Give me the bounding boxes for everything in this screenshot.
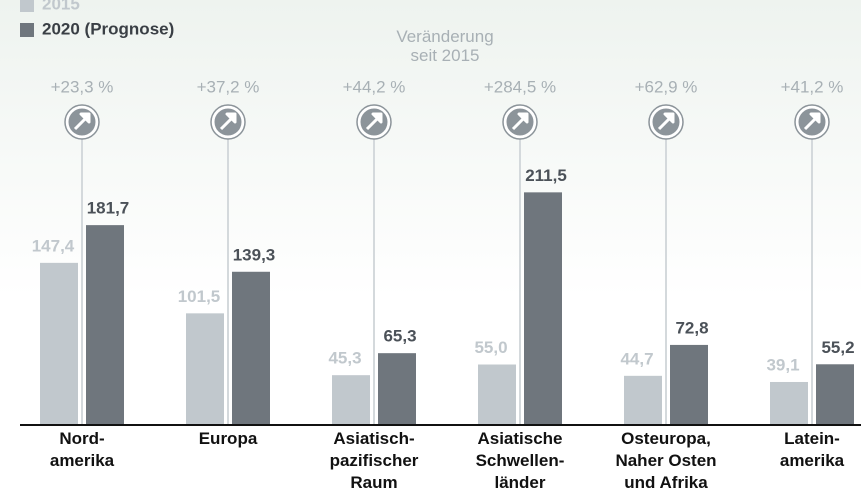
arrow-icon-ring — [794, 104, 830, 140]
legend-label: 2020 (Prognose) — [42, 19, 174, 38]
bar — [186, 313, 224, 425]
value-label: 44,7 — [620, 349, 653, 368]
bar — [816, 364, 854, 425]
change-label: +62,9 % — [635, 77, 698, 96]
arrow-icon-ring — [648, 104, 684, 140]
bar — [378, 353, 416, 425]
arrow — [365, 112, 383, 131]
value-label: 147,4 — [32, 236, 75, 255]
change-label: +37,2 % — [197, 77, 260, 96]
x-tick-label: Nord-amerika — [50, 429, 115, 470]
arrow — [219, 112, 237, 131]
change-label: +284,5 % — [484, 77, 556, 96]
arrow — [73, 112, 91, 131]
x-tick-label: Asiatisch-pazifischer Raum — [330, 429, 419, 492]
arrow-icon-ring — [210, 104, 246, 140]
bar — [332, 375, 370, 425]
value-label: 55,0 — [474, 338, 507, 357]
value-label: 101,5 — [178, 287, 221, 306]
value-label: 72,8 — [675, 318, 708, 337]
value-label: 139,3 — [233, 245, 276, 264]
change-label: +44,2 % — [343, 77, 406, 96]
bar — [624, 375, 662, 425]
bar — [40, 262, 78, 425]
x-tick-label: Latein-amerika — [780, 429, 845, 470]
change-label: +41,2 % — [781, 77, 844, 96]
arrow-icon-ring — [502, 104, 538, 140]
bar — [478, 364, 516, 425]
arrow-icon-ring — [64, 104, 100, 140]
value-label: 45,3 — [328, 349, 361, 368]
legend-label: 2015 — [42, 0, 80, 13]
bar — [524, 192, 562, 425]
arrow — [803, 112, 821, 131]
change-label: +23,3 % — [51, 77, 114, 96]
x-tick-label: Europa — [199, 429, 258, 448]
arrow — [657, 112, 675, 131]
arrow — [511, 112, 529, 131]
annotation-title: Veränderung seit 2015 — [396, 27, 493, 65]
bar — [232, 271, 270, 425]
value-label: 65,3 — [383, 327, 416, 346]
bar — [670, 344, 708, 425]
legend-swatch — [20, 23, 34, 37]
value-label: 39,1 — [766, 355, 799, 374]
value-label: 55,2 — [821, 338, 854, 357]
x-tick-label: Asiatische Schwellen-länder — [476, 429, 565, 492]
legend-swatch — [20, 0, 34, 12]
value-label: 211,5 — [525, 166, 567, 185]
arrow-icon-ring — [356, 104, 392, 140]
bar — [86, 225, 124, 425]
x-tick-label: Osteuropa, Naher Osten und Afrika — [615, 429, 716, 492]
bar — [770, 381, 808, 425]
value-label: 181,7 — [87, 199, 130, 218]
